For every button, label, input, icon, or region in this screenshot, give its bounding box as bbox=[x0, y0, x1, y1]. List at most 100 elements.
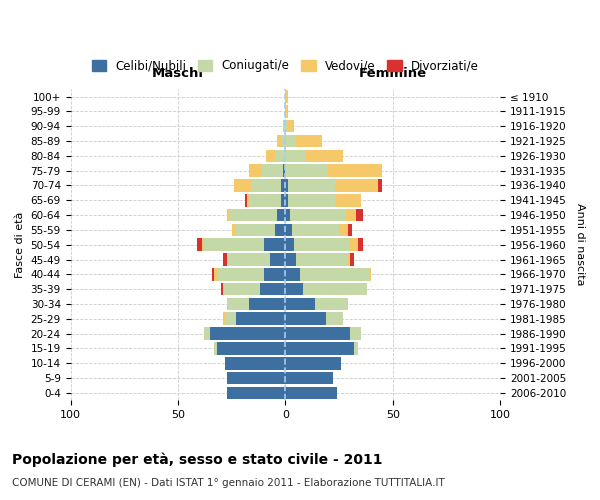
Bar bbox=[247, 194, 249, 206]
Bar bbox=[286, 253, 296, 266]
Bar bbox=[354, 342, 358, 354]
Bar bbox=[266, 150, 275, 162]
Bar bbox=[225, 312, 236, 325]
Bar bbox=[350, 238, 358, 251]
Bar bbox=[202, 238, 204, 251]
Bar bbox=[264, 268, 286, 280]
Bar bbox=[347, 224, 352, 236]
Text: Femmine: Femmine bbox=[359, 68, 427, 80]
Bar bbox=[214, 342, 217, 354]
Bar bbox=[227, 372, 286, 384]
Bar bbox=[197, 238, 202, 251]
Bar bbox=[236, 224, 275, 236]
Bar bbox=[286, 164, 328, 177]
Bar bbox=[286, 298, 316, 310]
Bar bbox=[281, 134, 286, 147]
Bar bbox=[249, 164, 262, 177]
Y-axis label: Anni di nascita: Anni di nascita bbox=[575, 204, 585, 286]
Bar bbox=[223, 312, 225, 325]
Bar bbox=[251, 179, 281, 192]
Bar bbox=[214, 268, 217, 280]
Bar bbox=[227, 209, 230, 222]
Bar bbox=[296, 253, 347, 266]
Bar bbox=[294, 238, 350, 251]
Legend: Celibi/Nubili, Coniugati/e, Vedovi/e, Divorziati/e: Celibi/Nubili, Coniugati/e, Vedovi/e, Di… bbox=[87, 54, 484, 77]
Bar bbox=[281, 194, 286, 206]
Bar bbox=[227, 386, 286, 399]
Bar bbox=[286, 105, 287, 118]
Bar bbox=[286, 134, 296, 147]
Bar bbox=[350, 253, 354, 266]
Bar bbox=[204, 238, 264, 251]
Bar bbox=[204, 328, 210, 340]
Bar bbox=[286, 90, 287, 103]
Text: COMUNE DI CERAMI (EN) - Dati ISTAT 1° gennaio 2011 - Elaborazione TUTTITALIA.IT: COMUNE DI CERAMI (EN) - Dati ISTAT 1° ge… bbox=[12, 478, 445, 488]
Bar bbox=[217, 342, 286, 354]
Bar bbox=[286, 342, 354, 354]
Bar bbox=[286, 120, 287, 132]
Bar bbox=[281, 179, 286, 192]
Bar bbox=[335, 179, 378, 192]
Bar bbox=[290, 209, 346, 222]
Bar bbox=[283, 120, 286, 132]
Bar bbox=[326, 312, 343, 325]
Bar bbox=[223, 283, 260, 296]
Bar bbox=[260, 283, 286, 296]
Bar bbox=[249, 298, 286, 310]
Bar bbox=[346, 209, 356, 222]
Text: Popolazione per età, sesso e stato civile - 2011: Popolazione per età, sesso e stato civil… bbox=[12, 452, 383, 467]
Bar bbox=[234, 179, 251, 192]
Bar bbox=[286, 179, 287, 192]
Bar bbox=[369, 268, 371, 280]
Bar bbox=[316, 298, 347, 310]
Bar bbox=[286, 209, 290, 222]
Bar bbox=[292, 224, 339, 236]
Bar bbox=[286, 194, 287, 206]
Bar bbox=[286, 312, 326, 325]
Bar bbox=[347, 253, 350, 266]
Bar bbox=[286, 268, 301, 280]
Bar bbox=[287, 194, 335, 206]
Bar bbox=[212, 268, 214, 280]
Bar bbox=[230, 209, 277, 222]
Bar bbox=[262, 164, 283, 177]
Bar bbox=[277, 209, 286, 222]
Bar bbox=[358, 238, 363, 251]
Bar bbox=[277, 134, 281, 147]
Bar bbox=[283, 164, 286, 177]
Bar bbox=[232, 224, 236, 236]
Y-axis label: Fasce di età: Fasce di età bbox=[15, 212, 25, 278]
Bar bbox=[305, 150, 343, 162]
Bar bbox=[286, 328, 350, 340]
Bar bbox=[296, 134, 322, 147]
Bar bbox=[275, 224, 286, 236]
Bar bbox=[350, 328, 361, 340]
Bar bbox=[227, 253, 271, 266]
Bar bbox=[339, 224, 347, 236]
Bar bbox=[223, 253, 227, 266]
Bar bbox=[286, 150, 305, 162]
Bar bbox=[245, 194, 247, 206]
Bar bbox=[301, 268, 369, 280]
Bar bbox=[335, 194, 361, 206]
Bar bbox=[249, 194, 281, 206]
Bar bbox=[217, 268, 264, 280]
Bar bbox=[378, 179, 382, 192]
Bar bbox=[286, 283, 302, 296]
Bar bbox=[286, 224, 292, 236]
Bar bbox=[328, 164, 382, 177]
Bar bbox=[286, 238, 294, 251]
Bar bbox=[275, 150, 286, 162]
Bar bbox=[210, 328, 286, 340]
Bar bbox=[286, 372, 332, 384]
Bar bbox=[227, 298, 249, 310]
Text: Maschi: Maschi bbox=[152, 68, 204, 80]
Bar bbox=[271, 253, 286, 266]
Bar bbox=[221, 283, 223, 296]
Bar bbox=[287, 120, 294, 132]
Bar bbox=[356, 209, 363, 222]
Bar bbox=[286, 357, 341, 370]
Bar bbox=[236, 312, 286, 325]
Bar bbox=[287, 179, 335, 192]
Bar bbox=[302, 283, 367, 296]
